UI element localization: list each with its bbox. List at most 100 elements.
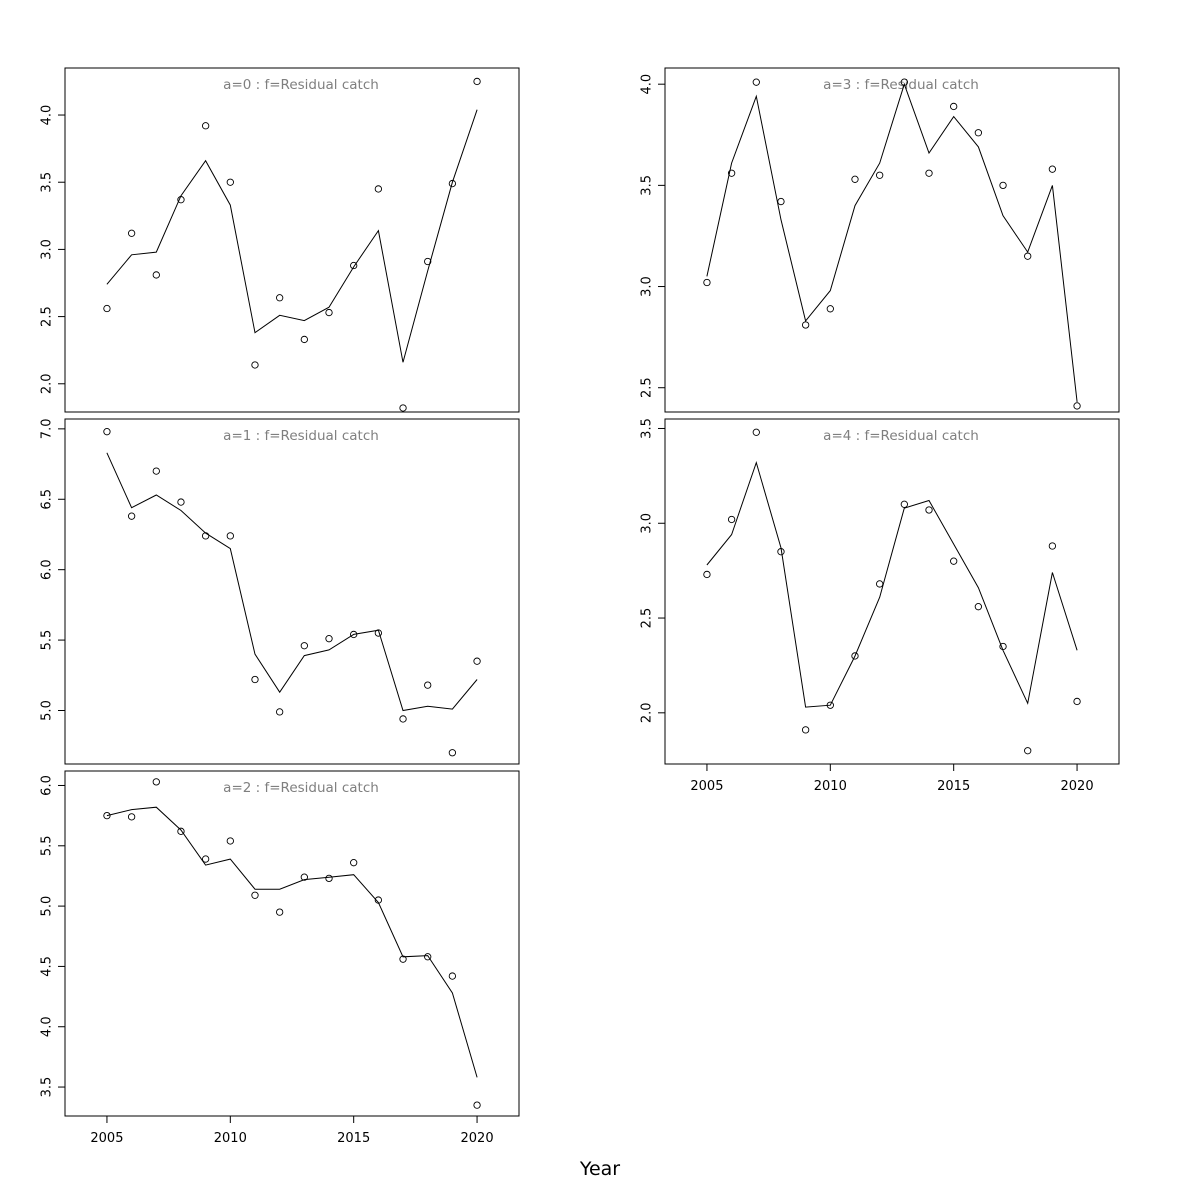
panel-title: a=4 : f=Residual catch (823, 428, 979, 444)
observed-point (925, 169, 933, 177)
panel-a3: a=3 : f=Residual catch 2.5 3.0 3.5 4.0 (640, 67, 1120, 413)
observed-point (226, 178, 234, 186)
observed-point (103, 811, 111, 820)
observed-point (727, 515, 736, 524)
observed-point (851, 652, 859, 660)
panel-title: a=0 : f=Residual catch (223, 77, 379, 93)
observed-point (950, 557, 958, 565)
observed-point (1048, 542, 1057, 550)
y-tick-label: 2.5 (640, 608, 655, 629)
observed-point (226, 532, 234, 540)
y-tick-label: 4.0 (40, 105, 55, 126)
observed-point (374, 629, 383, 637)
plot-frame (664, 67, 1120, 413)
observed-point (826, 701, 834, 709)
observed-point (424, 953, 432, 961)
plot-frame (64, 770, 520, 1117)
x-tick-label: 2020 (1061, 779, 1094, 794)
observed-point (925, 506, 933, 514)
observed-point (448, 749, 457, 757)
y-tick-label: 5.5 (40, 630, 55, 651)
observed-point (127, 229, 136, 237)
observed-point (226, 837, 234, 845)
x-tick-label: 2010 (814, 779, 847, 794)
observed-point (448, 972, 457, 980)
observed-point (1073, 402, 1081, 410)
x-tick-label: 2015 (337, 1131, 370, 1146)
observed-point (424, 681, 432, 689)
plot-frame (64, 418, 520, 765)
observed-point (276, 708, 284, 716)
y-tick-label: 3.0 (640, 513, 655, 534)
observed-point (300, 642, 308, 650)
observed-point (900, 78, 908, 86)
plot-frame (64, 67, 520, 413)
observed-point (325, 635, 333, 643)
y-tick-label: 4.0 (640, 74, 655, 95)
observed-point (1048, 165, 1057, 173)
y-tick-label: 4.0 (40, 1016, 55, 1037)
fitted-line (106, 452, 478, 712)
observed-point (826, 305, 834, 313)
observed-point (703, 570, 711, 579)
observed-point (152, 271, 160, 279)
observed-point (127, 512, 136, 520)
panel-a1: a=1 : f=Residual catch 5.0 5.5 6.0 6.5 7.0 (40, 418, 520, 765)
observed-point (374, 896, 383, 904)
observed-point (350, 859, 358, 867)
observed-point (201, 122, 210, 130)
x-tick-label: 2020 (461, 1131, 494, 1146)
fitted-line (706, 82, 1078, 402)
panel-title: a=2 : f=Residual catch (223, 780, 379, 796)
y-tick-label: 2.5 (640, 377, 655, 398)
observed-point (374, 185, 383, 193)
observed-point (473, 657, 481, 665)
panel-title: a=3 : f=Residual catch (823, 77, 979, 93)
observed-point (103, 304, 111, 313)
observed-point (251, 891, 259, 899)
fitted-line (706, 460, 1078, 708)
observed-point (103, 428, 111, 436)
y-tick-label: 6.0 (40, 559, 55, 580)
observed-point (777, 548, 785, 556)
observed-point (752, 428, 760, 436)
observed-point (777, 197, 785, 206)
observed-point (999, 181, 1007, 190)
observed-point (703, 278, 711, 287)
observed-point (876, 171, 884, 179)
y-tick-label: 3.5 (640, 418, 655, 439)
observed-point (350, 261, 358, 270)
x-axis-title: Year (579, 1158, 621, 1180)
y-tick-label: 5.0 (40, 896, 55, 917)
panel-title: a=1 : f=Residual catch (223, 428, 379, 444)
observed-point (974, 603, 983, 611)
observed-point (399, 955, 407, 963)
observed-point (325, 874, 333, 883)
observed-point (473, 77, 481, 86)
y-tick-label: 3.5 (40, 1077, 55, 1098)
y-tick-label: 4.5 (40, 956, 55, 977)
y-tick-label: 7.0 (40, 419, 55, 440)
observed-point (251, 675, 259, 684)
observed-point (177, 827, 185, 835)
y-tick-label: 3.0 (40, 239, 55, 260)
observed-point (152, 467, 160, 475)
panel-a4: a=4 : f=Residual catch 2.0 2.5 3.0 3.5 2005 20… (640, 418, 1120, 794)
y-tick-label: 3.0 (640, 276, 655, 297)
observed-point (152, 778, 160, 786)
y-tick-label: 6.0 (40, 775, 55, 796)
fitted-line (106, 109, 478, 363)
x-tick-label: 2005 (690, 779, 723, 794)
observed-point (276, 294, 284, 302)
observed-point (251, 361, 259, 369)
y-tick-label: 3.5 (640, 175, 655, 196)
observed-point (127, 813, 136, 821)
y-tick-label: 2.0 (640, 702, 655, 723)
observed-point (350, 630, 358, 639)
x-tick-label: 2015 (937, 779, 970, 794)
observed-point (801, 726, 810, 734)
observed-point (300, 335, 308, 344)
observed-point (876, 580, 884, 588)
x-tick-label: 2005 (90, 1131, 123, 1146)
